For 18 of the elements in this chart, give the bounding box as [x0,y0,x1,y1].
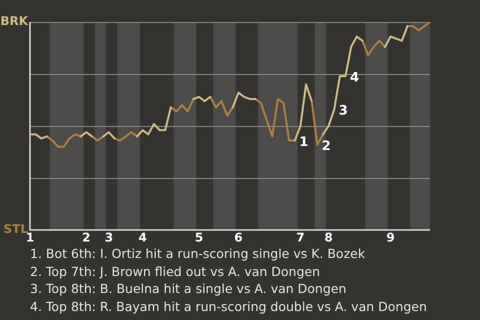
annotation: 4 [350,70,360,86]
annotation: 1 [299,134,308,150]
x-tick-label: 2 [82,230,91,244]
x-tick-label: 5 [194,230,204,244]
x-tick-label: 6 [234,230,243,244]
x-tick-label: 8 [324,230,333,244]
x-tick-label: 9 [386,230,395,244]
text: BRK [0,14,29,28]
text: 4. Top 8th: R. Bayam hit a run-scoring double vs A. van Dongen [30,298,427,315]
annotation: 3 [338,104,348,119]
x-tick-label: 3 [104,230,114,244]
text: 3. Top 8th: B. Buelna hit a single vs A. van Dongen [30,280,348,298]
annotation: 2 [322,139,331,154]
x-tick-label: 7 [296,230,305,244]
x-tick-label: 4 [138,230,147,244]
text: STL [4,222,28,236]
text: 1. Bot 6th: I. Ortiz hit a run-scoring single vs K. Bozek [30,245,366,262]
text: 2. Top 7th: J. Brown flied out vs A. van Dongen [30,262,322,280]
